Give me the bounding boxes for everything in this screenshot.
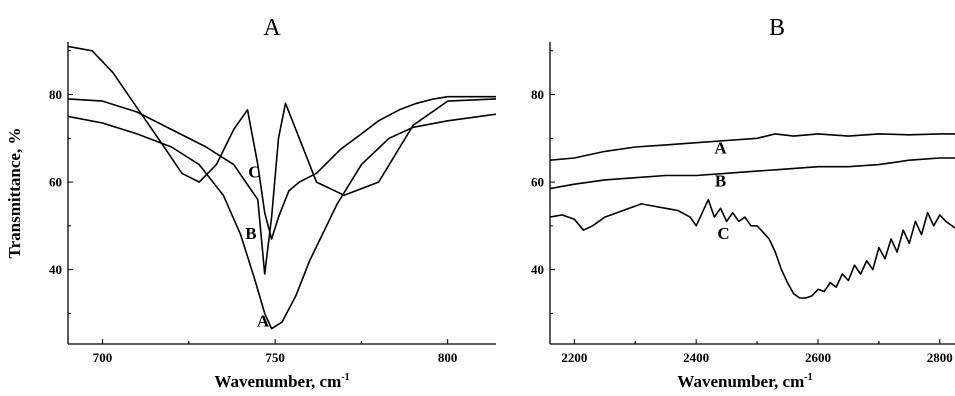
scribd-watermark-logo: Scri xyxy=(935,176,955,371)
panel-a-curve-label-a: A xyxy=(257,311,270,330)
panel-a-y-tick-label: 60 xyxy=(49,175,62,190)
panel-a-chart: A 40 60 80 700 750 800 Wavenumber, cm-1 Transmit… xyxy=(5,15,496,391)
panel-b-series-b-line xyxy=(550,157,955,190)
panel-b-title: B xyxy=(769,15,785,41)
panel-a-title: A xyxy=(263,15,281,41)
panel-b-chart: B 40 60 80 2200 2400 2600 2800 Wavenumber, cm-1 A… xyxy=(531,15,955,391)
panel-a-y-axis-label: Transmittance, % xyxy=(5,128,24,259)
panel-a-curve-label-b: B xyxy=(245,224,256,243)
panel-a-series-b-line xyxy=(68,98,496,275)
panel-b-series-c-line xyxy=(550,198,955,299)
watermark-text: Scri xyxy=(935,176,955,371)
panel-a-x-tick-label: 750 xyxy=(265,350,285,365)
panel-a-x-axis-label: Wavenumber, cm-1 xyxy=(214,372,349,391)
panel-b-x-axis-label: Wavenumber, cm-1 xyxy=(677,372,812,391)
panel-b-y-tick-label: 60 xyxy=(531,175,544,190)
panel-b-x-tick-label: 2800 xyxy=(927,350,953,365)
panel-b-y-tick-label: 40 xyxy=(531,262,544,277)
panel-a-series-c-line xyxy=(68,45,496,240)
panel-a-series-a-line xyxy=(68,113,496,330)
panel-b-series-a-line xyxy=(550,133,955,161)
panel-a-x-tick-label: 800 xyxy=(438,350,458,365)
panel-a-curve-label-c: C xyxy=(248,163,260,182)
panel-b-curve-label-a: A xyxy=(714,139,727,158)
panel-a-y-tick-label: 40 xyxy=(49,262,62,277)
panel-b-x-tick-label: 2200 xyxy=(561,350,587,365)
panel-b-curve-label-b: B xyxy=(715,171,726,190)
panel-a-x-axis-label-superscript: -1 xyxy=(341,372,349,383)
panel-b-x-tick-label: 2600 xyxy=(805,350,831,365)
panel-b-x-tick-label: 2400 xyxy=(683,350,709,365)
panel-a-y-tick-label: 80 xyxy=(49,87,62,102)
panel-b-y-tick-label: 80 xyxy=(531,87,544,102)
panel-b-x-axis-label-superscript: -1 xyxy=(804,372,812,383)
panel-a-x-tick-label: 700 xyxy=(93,350,113,365)
panel-b-curve-label-c: C xyxy=(717,224,729,243)
